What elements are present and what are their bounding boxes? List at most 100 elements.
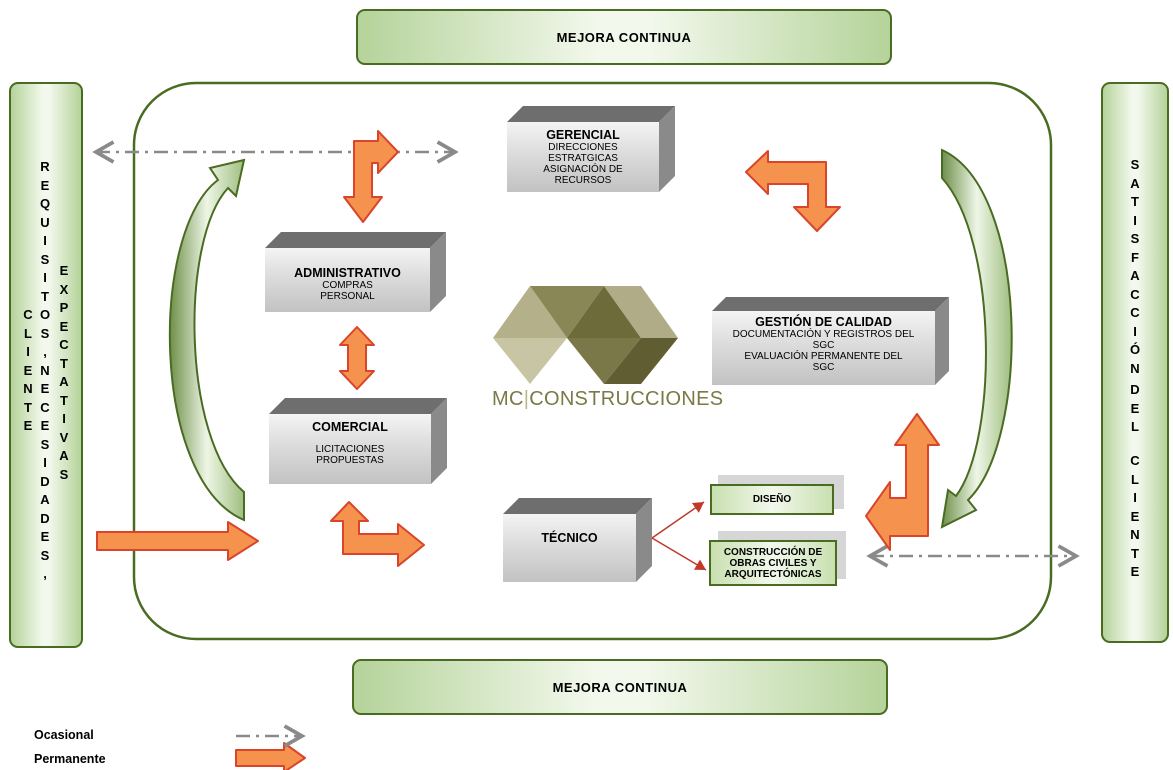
tecnico-box: TÉCNICO <box>503 498 652 582</box>
vertical-letter: E <box>23 362 33 378</box>
administrativo-line: PERSONAL <box>320 291 375 302</box>
vertical-letter: C <box>40 399 50 415</box>
vertical-letter: S <box>59 466 69 482</box>
logo-mc: MC <box>492 388 524 410</box>
legend-occasional-label: Ocasional <box>34 728 94 742</box>
double-arrow-admin-comercial <box>339 326 375 390</box>
tecnico-to-diseno-arrow <box>651 501 705 539</box>
logo-wordmark: MC|CONSTRUCCIONES <box>492 388 724 410</box>
elbow-arrow-tecnico-gestion <box>865 413 940 551</box>
vertical-letter: U <box>40 214 50 230</box>
administrativo-box: ADMINISTRATIVO COMPRAS PERSONAL <box>265 232 446 312</box>
vertical-letter: O <box>39 307 51 322</box>
gestion-calidad-box: GESTIÓN DE CALIDAD DOCUMENTACIÓN Y REGIS… <box>712 297 949 385</box>
entry-arrow <box>96 521 259 561</box>
vertical-letter: L <box>1131 471 1139 487</box>
vertical-letter: R <box>40 159 50 174</box>
gerencial-line: DIRECCIONES <box>548 142 618 153</box>
vertical-letter: N <box>1130 360 1140 376</box>
vertical-letter: E <box>1130 564 1140 579</box>
vertical-letter: S <box>1130 231 1140 246</box>
tecnico-title: TÉCNICO <box>541 531 598 545</box>
vertical-letter: Ó <box>1129 342 1141 357</box>
bottom-mejora-continua-banner: MEJORA CONTINUA <box>352 659 888 715</box>
vertical-letter: C <box>23 307 33 322</box>
vertical-letter: E <box>40 381 50 396</box>
logo-icon <box>493 286 678 384</box>
elbow-arrow-gerencial-admin <box>343 130 399 223</box>
gerencial-box: GERENCIAL DIRECCIONES ESTRATGICAS ASIGNA… <box>507 106 675 192</box>
gestion-title: GESTIÓN DE CALIDAD <box>755 315 892 329</box>
vertical-letter: T <box>1131 194 1139 209</box>
vertical-letter: S <box>40 547 50 563</box>
vertical-letter: S <box>40 325 50 341</box>
administrativo-title: ADMINISTRATIVO <box>294 266 401 280</box>
diseno-box: DISEÑO <box>710 484 834 515</box>
gerencial-title: GERENCIAL <box>546 128 620 142</box>
gestion-line: DOCUMENTACIÓN Y REGISTROS DEL <box>732 329 915 340</box>
vertical-letter: S <box>40 436 50 452</box>
vertical-letter: A <box>1130 175 1140 191</box>
comercial-line: PROPUESTAS <box>316 455 384 466</box>
vertical-letter: D <box>40 510 50 526</box>
vertical-letter: I <box>62 411 66 426</box>
vertical-letter: C <box>59 337 69 352</box>
construccion-line: CONSTRUCCIÓN DE <box>723 546 823 558</box>
vertical-letter: A <box>40 492 50 507</box>
vertical-letter: D <box>40 473 50 489</box>
bottom-banner-label: MEJORA CONTINUA <box>552 679 688 695</box>
comercial-line: LICITACIONES <box>315 444 385 455</box>
legend-permanent-label: Permanente <box>34 752 106 766</box>
vertical-letter: I <box>43 270 47 285</box>
administrativo-line: COMPRAS <box>322 280 373 291</box>
gestion-line: SGC <box>812 340 835 351</box>
elbow-arrow-comercial-tecnico <box>330 501 425 567</box>
tecnico-to-construccion-arrow <box>651 537 707 571</box>
vertical-letter: T <box>1131 545 1139 561</box>
right-satisfaction-panel <box>1101 82 1169 643</box>
vertical-letter: F <box>1131 249 1139 265</box>
vertical-letter: E <box>1130 400 1140 416</box>
legend-permanent-arrow <box>235 742 306 770</box>
vertical-letter: I <box>1133 490 1137 505</box>
vertical-letter: A <box>59 374 69 389</box>
vertical-letter: , <box>43 344 47 359</box>
diseno-label: DISEÑO <box>752 494 792 505</box>
gestion-line: EVALUACIÓN PERMANENTE DEL <box>744 351 903 362</box>
top-mejora-continua-banner: MEJORA CONTINUA <box>356 9 892 65</box>
vertical-letter: T <box>60 392 68 408</box>
gestion-line: SGC <box>812 362 835 373</box>
logo-name: CONSTRUCCIONES <box>529 388 724 410</box>
comercial-title: COMERCIAL <box>312 420 388 434</box>
vertical-letter: , <box>43 566 47 581</box>
vertical-letter: V <box>59 429 69 445</box>
vertical-letter: E <box>59 318 69 334</box>
vertical-letter: X <box>59 281 69 297</box>
vertical-letter: N <box>40 362 50 378</box>
vertical-letter: C <box>1130 453 1140 468</box>
gerencial-line: ASIGNACIÓN DE <box>543 164 623 175</box>
vertical-letter: I <box>1133 323 1137 339</box>
vertical-letter: E <box>40 529 50 544</box>
vertical-letter: A <box>59 448 69 463</box>
left-client-requirements-panel <box>9 82 83 648</box>
vertical-letter: A <box>1130 268 1140 283</box>
vertical-letter: L <box>24 325 32 341</box>
vertical-letter: E <box>40 177 50 193</box>
comercial-box: COMERCIAL LICITACIONES PROPUESTAS <box>269 398 447 484</box>
vertical-letter: S <box>1130 157 1140 172</box>
right-curved-arrow <box>940 148 1013 529</box>
vertical-letter: I <box>26 344 30 359</box>
construccion-line: ARQUITECTÓNICAS <box>724 568 822 580</box>
vertical-letter: C <box>1130 305 1140 320</box>
process-container <box>132 81 1053 641</box>
vertical-letter: N <box>23 381 33 396</box>
gerencial-line: ESTRATGICAS <box>548 153 618 164</box>
vertical-letter: P <box>59 300 69 315</box>
